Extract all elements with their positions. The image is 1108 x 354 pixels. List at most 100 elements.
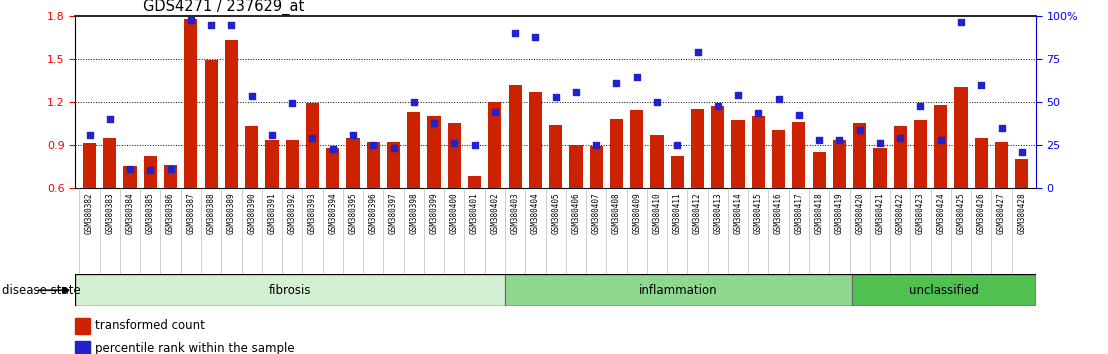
Point	[101, 116, 119, 122]
Text: GSM380383: GSM380383	[105, 192, 114, 234]
Bar	[812, 152, 825, 188]
Point	[203, 22, 220, 27]
Bar	[1015, 159, 1028, 188]
Text: GSM380389: GSM380389	[227, 192, 236, 234]
Point	[932, 138, 950, 143]
Bar	[570, 145, 583, 188]
Text: GSM380393: GSM380393	[308, 192, 317, 234]
Bar	[873, 148, 886, 188]
Bar	[123, 166, 136, 188]
Bar	[914, 120, 927, 188]
Text: GSM380401: GSM380401	[470, 192, 479, 234]
Bar	[975, 138, 988, 188]
Point	[263, 132, 280, 137]
Point	[648, 99, 666, 105]
Bar	[731, 120, 745, 188]
Point	[425, 120, 443, 126]
Bar	[184, 19, 197, 188]
Text: GSM380410: GSM380410	[653, 192, 661, 234]
Text: GSM380414: GSM380414	[733, 192, 742, 234]
Bar	[609, 119, 623, 188]
Text: GSM380400: GSM380400	[450, 192, 459, 234]
Text: GSM380395: GSM380395	[349, 192, 358, 234]
Point	[587, 142, 605, 148]
Bar	[691, 109, 704, 188]
Bar	[792, 122, 806, 188]
Text: GSM380416: GSM380416	[774, 192, 783, 234]
Text: GSM380427: GSM380427	[997, 192, 1006, 234]
Bar	[995, 142, 1008, 188]
Bar	[772, 130, 786, 188]
Point	[689, 49, 707, 55]
Point	[324, 146, 341, 152]
Text: GSM380415: GSM380415	[753, 192, 762, 234]
Text: inflammation: inflammation	[639, 284, 718, 297]
Point	[810, 138, 828, 143]
Text: GSM380406: GSM380406	[572, 192, 581, 234]
Point	[284, 101, 301, 106]
Text: GSM380413: GSM380413	[714, 192, 722, 234]
Text: GSM380411: GSM380411	[673, 192, 681, 234]
Text: GSM380424: GSM380424	[936, 192, 945, 234]
Text: GSM380405: GSM380405	[551, 192, 561, 234]
Text: GSM380384: GSM380384	[125, 192, 134, 234]
Point	[404, 99, 422, 105]
Text: GSM380426: GSM380426	[977, 192, 986, 234]
Bar	[387, 142, 400, 188]
Bar	[853, 123, 866, 188]
Bar	[326, 148, 339, 188]
Bar	[550, 125, 562, 188]
Text: GSM380398: GSM380398	[409, 192, 419, 234]
Bar	[347, 138, 360, 188]
Point	[628, 75, 646, 80]
Text: unclassified: unclassified	[909, 284, 979, 297]
Text: fibrosis: fibrosis	[269, 284, 311, 297]
Bar	[144, 156, 157, 188]
Text: GSM380402: GSM380402	[491, 192, 500, 234]
Point	[345, 132, 362, 137]
Bar	[833, 141, 847, 188]
Bar	[205, 60, 217, 188]
Point	[384, 145, 402, 150]
Text: GSM380396: GSM380396	[369, 192, 378, 234]
Point	[506, 30, 524, 36]
Text: GDS4271 / 237629_at: GDS4271 / 237629_at	[143, 0, 304, 15]
Point	[81, 132, 99, 137]
Text: GSM380428: GSM380428	[1017, 192, 1026, 234]
Bar	[83, 143, 96, 188]
Point	[607, 80, 625, 86]
Text: GSM380382: GSM380382	[85, 192, 94, 234]
Bar	[589, 146, 603, 188]
Point	[952, 19, 970, 24]
Text: GSM380409: GSM380409	[633, 192, 642, 234]
Point	[223, 22, 240, 27]
Point	[243, 93, 260, 99]
Bar	[670, 156, 684, 188]
Bar	[286, 141, 299, 188]
Point	[709, 103, 727, 109]
Bar	[75, 274, 504, 306]
Bar	[265, 141, 278, 188]
Bar	[75, 341, 91, 354]
Text: GSM380423: GSM380423	[916, 192, 925, 234]
Bar	[751, 116, 765, 188]
Text: transformed count: transformed count	[95, 319, 205, 332]
Bar	[504, 274, 852, 306]
Point	[445, 141, 463, 146]
Bar	[428, 116, 441, 188]
Text: GSM380412: GSM380412	[692, 192, 702, 234]
Text: GSM380386: GSM380386	[166, 192, 175, 234]
Point	[871, 141, 889, 146]
Text: disease state: disease state	[2, 284, 81, 297]
Text: GSM380408: GSM380408	[612, 192, 620, 234]
Bar	[529, 92, 542, 188]
Text: GSM380420: GSM380420	[855, 192, 864, 234]
Bar	[650, 135, 664, 188]
Text: GSM380425: GSM380425	[956, 192, 965, 234]
Text: GSM380388: GSM380388	[206, 192, 216, 234]
Bar	[711, 106, 725, 188]
Point	[486, 109, 504, 115]
Bar	[306, 103, 319, 188]
Bar	[367, 142, 380, 188]
Text: GSM380407: GSM380407	[592, 192, 601, 234]
